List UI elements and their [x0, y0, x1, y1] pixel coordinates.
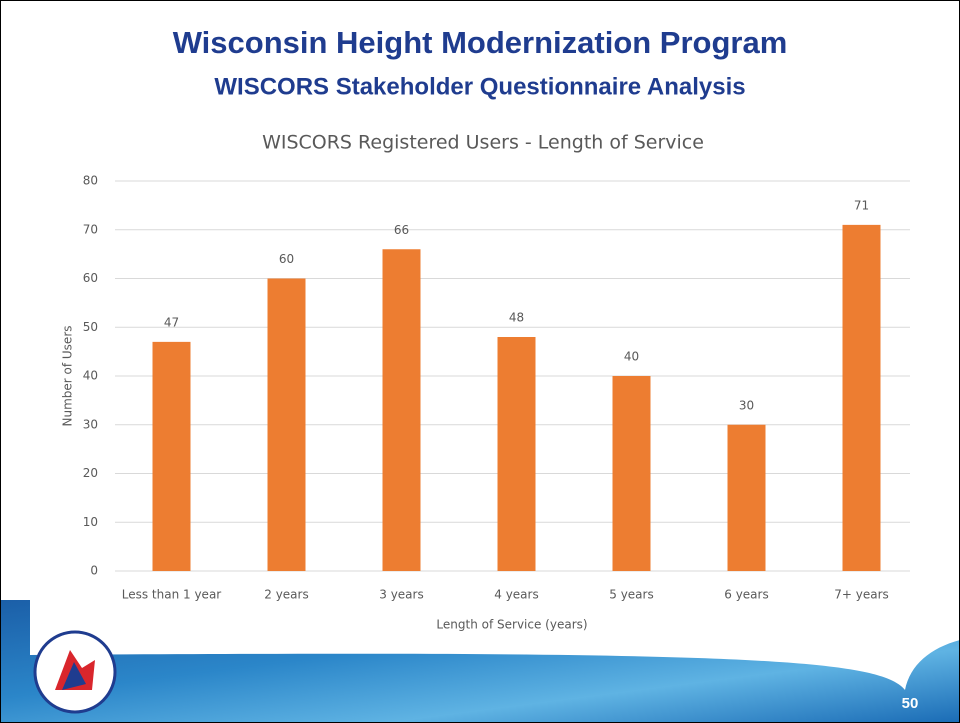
chart: WISCORS Registered Users - Length of Ser… [61, 132, 910, 632]
bar [267, 278, 306, 571]
x-axis-label: Length of Service (years) [436, 618, 587, 632]
y-tick-label: 0 [90, 564, 98, 578]
data-label: 71 [854, 198, 869, 212]
y-tick-label: 80 [83, 174, 98, 188]
y-tick-label: 20 [83, 466, 98, 480]
bar [612, 376, 651, 571]
logo [33, 630, 117, 714]
y-tick-label: 30 [83, 417, 98, 431]
bar [727, 424, 766, 571]
y-axis-label: Number of Users [61, 325, 75, 426]
data-label: 48 [509, 311, 524, 325]
x-tick-label: 7+ years [834, 588, 889, 602]
y-tick-label: 70 [83, 222, 98, 236]
footer-curve [30, 600, 960, 690]
chart-title: WISCORS Registered Users - Length of Ser… [262, 132, 704, 154]
slide-subtitle: WISCORS Stakeholder Questionnaire Analys… [214, 73, 745, 100]
x-tick-label: 4 years [494, 588, 538, 602]
x-tick-label: 3 years [379, 588, 423, 602]
y-tick-label: 10 [83, 515, 98, 529]
x-tick-label: 5 years [609, 588, 653, 602]
x-tick-label: 6 years [724, 588, 768, 602]
data-label: 47 [164, 315, 179, 329]
y-tick-label: 40 [83, 369, 98, 383]
page-number: 50 [902, 695, 919, 712]
bar [382, 249, 421, 571]
data-label: 40 [624, 350, 639, 364]
y-tick-label: 60 [83, 271, 98, 285]
y-tick-label: 50 [83, 320, 98, 334]
slide-title: Wisconsin Height Modernization Program [173, 25, 788, 60]
data-label: 30 [739, 398, 754, 412]
bar [842, 224, 881, 571]
x-tick-label: 2 years [264, 588, 308, 602]
data-label: 60 [279, 252, 294, 266]
x-tick-label: Less than 1 year [122, 588, 222, 602]
bar [152, 341, 191, 571]
data-label: 66 [394, 223, 409, 237]
bar [497, 337, 536, 571]
